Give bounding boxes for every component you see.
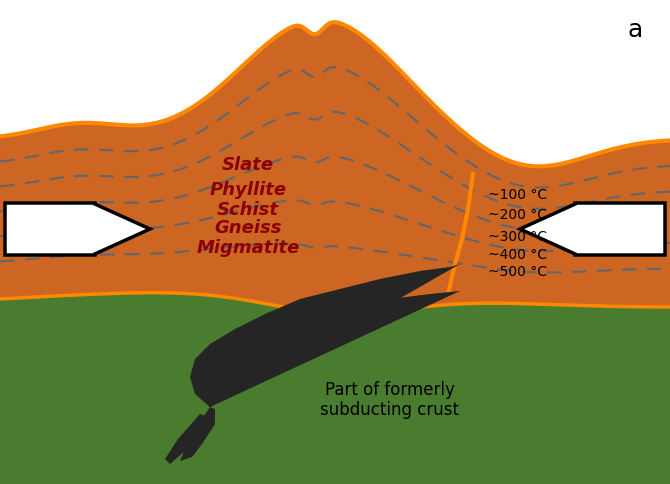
Text: ~300 °C: ~300 °C: [488, 229, 547, 243]
Polygon shape: [190, 264, 460, 407]
Text: Part of formerly
subducting crust: Part of formerly subducting crust: [320, 380, 460, 419]
Text: Gneiss: Gneiss: [214, 219, 282, 237]
Text: ~100 °C: ~100 °C: [488, 188, 547, 201]
Text: Phyllite: Phyllite: [210, 181, 287, 198]
Text: Schist: Schist: [217, 200, 279, 219]
Text: ~200 °C: ~200 °C: [488, 208, 547, 222]
Text: a: a: [627, 18, 643, 42]
Polygon shape: [5, 204, 150, 256]
Text: ~500 °C: ~500 °C: [488, 264, 547, 278]
Text: ~400 °C: ~400 °C: [488, 247, 547, 261]
Polygon shape: [0, 293, 670, 484]
Text: Slate: Slate: [222, 156, 274, 174]
Text: Migmatite: Migmatite: [196, 239, 299, 257]
Polygon shape: [0, 23, 670, 314]
Polygon shape: [165, 414, 208, 464]
Polygon shape: [180, 407, 215, 461]
Polygon shape: [520, 204, 665, 256]
